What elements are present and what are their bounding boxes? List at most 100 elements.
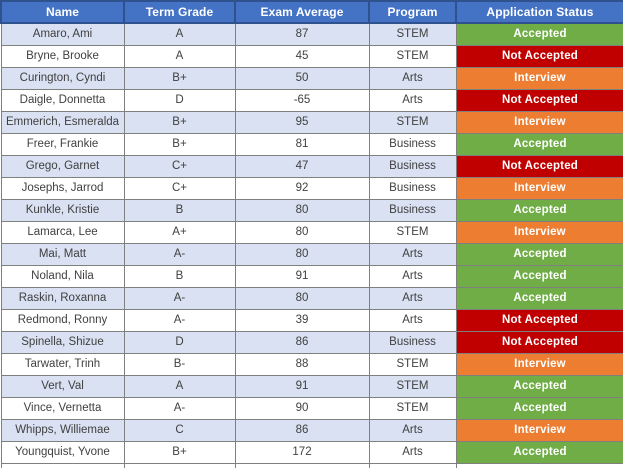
cell-term-grade[interactable]: A-: [123, 396, 236, 420]
cell-term-grade[interactable]: A-: [123, 308, 236, 332]
cell-term-grade[interactable]: C: [123, 418, 236, 442]
cell-application-status[interactable]: Accepted: [455, 396, 623, 420]
cell-name[interactable]: Freer, Frankie: [0, 132, 125, 156]
cell-term-grade[interactable]: A: [123, 44, 236, 68]
cell-term-grade[interactable]: C+: [123, 154, 236, 178]
cell-name[interactable]: Josephs, Jarrod: [0, 176, 125, 200]
cell-exam-average[interactable]: 172: [234, 440, 370, 464]
cell-program[interactable]: STEM: [368, 44, 457, 68]
column-header-program[interactable]: Program: [368, 0, 457, 24]
cell-program[interactable]: Business: [368, 176, 457, 200]
cell-name[interactable]: Tarwater, Trinh: [0, 352, 125, 376]
cell-exam-average[interactable]: 91: [234, 264, 370, 288]
cell-exam-average[interactable]: 86: [234, 330, 370, 354]
cell-application-status[interactable]: Accepted: [455, 242, 623, 266]
cell-name[interactable]: Spinella, Shizue: [0, 330, 125, 354]
cell-name[interactable]: Vert, Val: [0, 374, 125, 398]
column-header-application-status[interactable]: Application Status: [455, 0, 623, 24]
cell-exam-average[interactable]: 90: [234, 396, 370, 420]
cell-program[interactable]: Arts: [368, 264, 457, 288]
cell-application-status[interactable]: Accepted: [455, 22, 623, 46]
cell-term-grade[interactable]: B+: [123, 110, 236, 134]
cell-program[interactable]: STEM: [368, 22, 457, 46]
cell-exam-average[interactable]: 50: [234, 66, 370, 90]
cell-exam-average[interactable]: 80: [234, 242, 370, 266]
column-header-exam-average[interactable]: Exam Average: [234, 0, 370, 24]
cell-term-grade[interactable]: A+: [123, 220, 236, 244]
cell-exam-average[interactable]: 80: [234, 286, 370, 310]
cell-name[interactable]: Redmond, Ronny: [0, 308, 125, 332]
cell-term-grade[interactable]: B+: [123, 66, 236, 90]
cell-program[interactable]: Arts: [368, 242, 457, 266]
column-header-name[interactable]: Name: [0, 0, 125, 24]
cell-exam-average[interactable]: 91: [234, 374, 370, 398]
cell-name[interactable]: Emmerich, Esmeralda: [0, 110, 125, 134]
cell-program[interactable]: Arts: [368, 286, 457, 310]
cell-program[interactable]: Business: [368, 154, 457, 178]
cell-program[interactable]: STEM: [368, 396, 457, 420]
cell-application-status[interactable]: Not Accepted: [455, 154, 623, 178]
cell-program[interactable]: STEM: [368, 352, 457, 376]
cell-program[interactable]: Arts: [368, 308, 457, 332]
cell-exam-average[interactable]: 81: [234, 132, 370, 156]
cell-exam-average[interactable]: 80: [234, 198, 370, 222]
cell-name[interactable]: Curington, Cyndi: [0, 66, 125, 90]
cell-exam-average[interactable]: 45: [234, 44, 370, 68]
cell-program[interactable]: Business: [368, 132, 457, 156]
cell-term-grade[interactable]: B: [123, 264, 236, 288]
cell-name[interactable]: Noland, Nila: [0, 264, 125, 288]
cell-application-status[interactable]: Interview: [455, 418, 623, 442]
cell-name[interactable]: Whipps, Williemae: [0, 418, 125, 442]
cell-program[interactable]: Business: [368, 198, 457, 222]
cell-exam-average[interactable]: 88: [234, 352, 370, 376]
cell-term-grade[interactable]: C+: [123, 176, 236, 200]
cell-exam-average[interactable]: 92: [234, 176, 370, 200]
cell-application-status[interactable]: Interview: [455, 66, 623, 90]
cell-application-status[interactable]: Interview: [455, 220, 623, 244]
cell-name[interactable]: Mai, Matt: [0, 242, 125, 266]
cell-exam-average[interactable]: 86: [234, 418, 370, 442]
cell-name[interactable]: Youngquist, Yvone: [0, 440, 125, 464]
cell-term-grade[interactable]: D: [123, 88, 236, 112]
cell-program[interactable]: STEM: [368, 374, 457, 398]
cell-term-grade[interactable]: A-: [123, 286, 236, 310]
cell-application-status[interactable]: Accepted: [455, 440, 623, 464]
cell-application-status[interactable]: Interview: [455, 352, 623, 376]
cell-exam-average[interactable]: 47: [234, 154, 370, 178]
cell-program[interactable]: STEM: [368, 110, 457, 134]
cell-name[interactable]: Kunkle, Kristie: [0, 198, 125, 222]
cell-application-status[interactable]: Accepted: [455, 198, 623, 222]
cell-application-status[interactable]: Not Accepted: [455, 88, 623, 112]
cell-program[interactable]: Arts: [368, 88, 457, 112]
cell-name[interactable]: Bryne, Brooke: [0, 44, 125, 68]
cell-name[interactable]: Grego, Garnet: [0, 154, 125, 178]
cell-program[interactable]: Arts: [368, 418, 457, 442]
cell-name[interactable]: Lamarca, Lee: [0, 220, 125, 244]
cell-application-status[interactable]: Accepted: [455, 286, 623, 310]
cell-application-status[interactable]: Accepted: [455, 374, 623, 398]
cell-term-grade[interactable]: D: [123, 330, 236, 354]
cell-exam-average[interactable]: 39: [234, 308, 370, 332]
cell-term-grade[interactable]: B: [123, 198, 236, 222]
cell-application-status[interactable]: Not Accepted: [455, 44, 623, 68]
cell-application-status[interactable]: Interview: [455, 110, 623, 134]
cell-application-status[interactable]: Accepted: [455, 132, 623, 156]
cell-application-status[interactable]: Interview: [455, 176, 623, 200]
cell-program[interactable]: Arts: [368, 66, 457, 90]
cell-program[interactable]: Business: [368, 330, 457, 354]
cell-exam-average[interactable]: -65: [234, 88, 370, 112]
cell-name[interactable]: Amaro, Ami: [0, 22, 125, 46]
cell-term-grade[interactable]: A: [123, 22, 236, 46]
cell-application-status[interactable]: Not Accepted: [455, 330, 623, 354]
column-header-term-grade[interactable]: Term Grade: [123, 0, 236, 24]
cell-application-status[interactable]: Accepted: [455, 264, 623, 288]
cell-term-grade[interactable]: B+: [123, 440, 236, 464]
cell-term-grade[interactable]: B-: [123, 352, 236, 376]
cell-term-grade[interactable]: A: [123, 374, 236, 398]
cell-name[interactable]: Raskin, Roxanna: [0, 286, 125, 310]
cell-exam-average[interactable]: 80: [234, 220, 370, 244]
cell-name[interactable]: Daigle, Donnetta: [0, 88, 125, 112]
cell-term-grade[interactable]: B+: [123, 132, 236, 156]
cell-program[interactable]: Arts: [368, 440, 457, 464]
cell-name[interactable]: Vince, Vernetta: [0, 396, 125, 420]
